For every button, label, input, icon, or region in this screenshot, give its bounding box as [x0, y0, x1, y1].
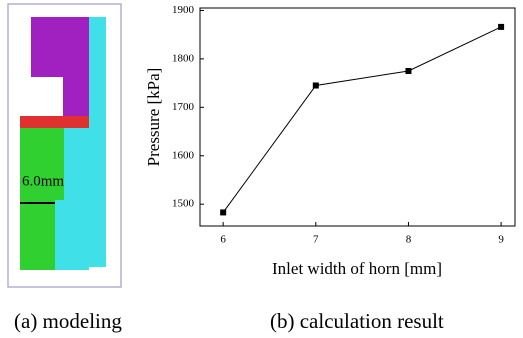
data-point: [405, 68, 411, 74]
x-tick-label: 8: [406, 234, 412, 246]
y-tick-label: 1500: [172, 198, 195, 210]
plot-frame: [200, 8, 515, 226]
cyan-region: [64, 128, 89, 200]
y-axis-label: Pressure [kPa]: [144, 68, 163, 167]
data-point: [220, 209, 226, 215]
x-axis-label: Inlet width of horn [mm]: [272, 259, 442, 278]
purple-region: [31, 17, 89, 77]
caption: (b) calculation result: [270, 309, 444, 333]
purple-region: [63, 77, 89, 117]
x-tick-label: 7: [313, 234, 319, 246]
figure: 6.0mm (a) modeling (b) calculation resul…: [0, 0, 523, 338]
model-image: 6.0mm: [8, 4, 121, 287]
y-tick-label: 1900: [172, 4, 195, 16]
y-tick-label: 1800: [172, 52, 195, 64]
caption: (a) modeling: [14, 309, 122, 333]
data-line: [223, 27, 501, 213]
data-point: [498, 24, 504, 30]
x-tick-label: 9: [498, 234, 504, 246]
x-tick-label: 6: [220, 234, 226, 246]
dimension-label: 6.0mm: [22, 173, 64, 189]
y-tick-label: 1600: [172, 149, 195, 161]
data-point: [313, 83, 319, 89]
red-region: [20, 116, 89, 128]
y-tick-label: 1700: [172, 101, 195, 113]
cyan-region: [55, 200, 89, 270]
cyan-region: [89, 17, 106, 267]
